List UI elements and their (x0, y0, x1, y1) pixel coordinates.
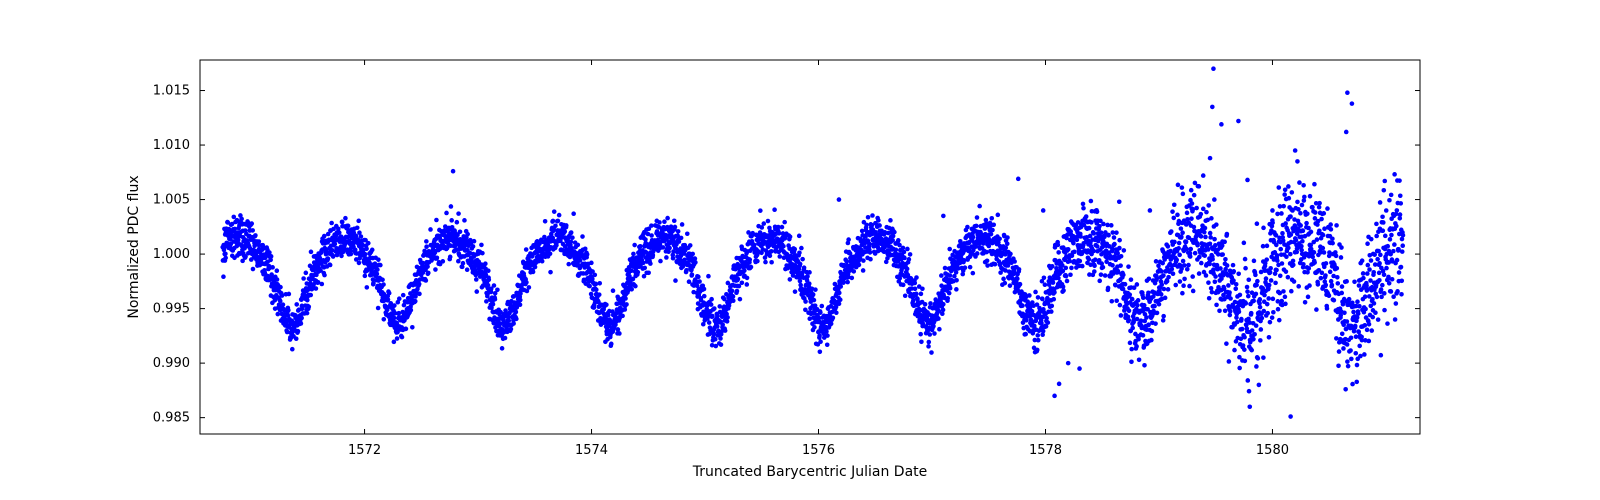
lightcurve-chart: 1572 1574 1576 1578 1580 0.985 0.990 0.995 1.000… (0, 0, 1600, 500)
xtick-label: 1574 (575, 443, 608, 458)
ytick-label: 0.995 (153, 302, 190, 317)
ytick-label: 0.985 (153, 411, 190, 426)
ytick-label: 1.010 (153, 138, 190, 153)
xtick-label: 1572 (348, 443, 381, 458)
ytick-label: 1.005 (153, 193, 190, 208)
y-axis-label: Normalized PDC flux (126, 175, 142, 318)
chart-svg: 1572 1574 1576 1578 1580 0.985 0.990 0.995 1.000… (0, 0, 1600, 500)
x-axis-label: Truncated Barycentric Julian Date (692, 464, 928, 480)
xtick-label: 1580 (1256, 443, 1289, 458)
xtick-label: 1578 (1029, 443, 1062, 458)
ytick-label: 1.015 (153, 84, 190, 99)
ytick-label: 1.000 (153, 247, 190, 262)
ytick-label: 0.990 (153, 356, 190, 371)
xtick-label: 1576 (802, 443, 835, 458)
